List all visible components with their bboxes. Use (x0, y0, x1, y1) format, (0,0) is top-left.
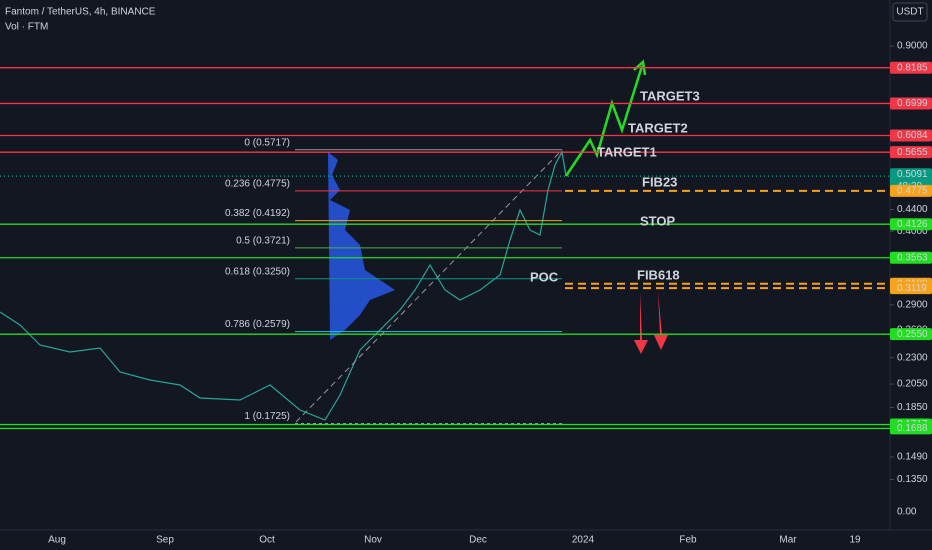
price-tag-label: 0.3563 (897, 252, 928, 263)
price-tag (890, 129, 932, 142)
annotation: FIB23 (642, 174, 677, 189)
time-tick-label: Dec (469, 535, 487, 546)
time-tick-label: Sep (156, 535, 174, 546)
fib-label: 0.618 (0.3250) (225, 266, 290, 277)
price-tag-label: 0.2550 (897, 329, 928, 340)
price-tag (890, 61, 932, 74)
fib-label: 0.5 (0.3721) (236, 235, 290, 246)
price-tag (890, 282, 932, 295)
price-tag-label: 0.1688 (897, 423, 928, 434)
fib-label: 1 (0.1725) (244, 411, 290, 422)
price-tick-label: 0.9000 (897, 41, 928, 52)
price-tag (890, 97, 932, 110)
price-tick-label: 0.1850 (897, 402, 928, 413)
price-tag-label: 0.4126 (897, 219, 928, 230)
time-tick-label: Aug (48, 535, 66, 546)
price-tag-label: 0.5091 (897, 169, 928, 180)
price-tag (890, 146, 932, 159)
annotation: TARGET2 (628, 120, 688, 135)
time-tick-label: Mar (779, 535, 797, 546)
annotation: FIB618 (637, 267, 680, 282)
time-tick-label: Nov (364, 535, 382, 546)
price-tag-label: 0.5655 (897, 147, 928, 158)
symbol-title: Fantom / TetherUS, 4h, BINANCE (5, 7, 156, 18)
price-trace (0, 150, 567, 421)
price-tag (890, 184, 932, 197)
price-tick-label: 0.1350 (897, 474, 928, 485)
fib-label: 0.236 (0.4775) (225, 178, 290, 189)
volume-label: Vol · FTM (5, 22, 48, 33)
time-tick-label: Feb (679, 535, 697, 546)
price-tag (890, 328, 932, 341)
price-tag (890, 218, 932, 231)
annotation: STOP (640, 213, 675, 228)
price-tag-label: 0.6084 (897, 130, 928, 141)
annotation: POC (530, 269, 559, 284)
price-tick-label: 0.2300 (897, 352, 928, 363)
price-tag-label: 0.3119 (897, 283, 927, 294)
fib-label: 0.382 (0.4192) (225, 208, 290, 219)
price-tag (890, 422, 932, 435)
price-tag-label: 0.6999 (897, 98, 928, 109)
currency-button[interactable] (892, 2, 928, 22)
fib-label: 0.786 (0.2579) (225, 319, 290, 330)
volume-tick-label: 0.00 (897, 507, 917, 518)
annotation: TARGET1 (597, 144, 657, 159)
currency-label: USDT (896, 7, 923, 18)
price-tick-label: 0.4000 (897, 226, 928, 237)
trend-line (295, 149, 563, 423)
volume-profile (328, 152, 395, 340)
time-tick-label: Oct (259, 535, 275, 546)
price-tick-label: 0.2900 (897, 299, 928, 310)
time-tick-label: 19 (849, 535, 861, 546)
annotation: TARGET3 (640, 88, 700, 103)
price-tick-label: 0.2050 (897, 379, 928, 390)
down-arrows (634, 292, 668, 354)
projection-path (564, 65, 644, 177)
price-tick-label: 0.4400 (897, 204, 928, 215)
price-tag (890, 251, 932, 264)
fib-label: 0 (0.5717) (244, 137, 290, 148)
price-tick-label: 0.1490 (897, 452, 928, 463)
price-tag-label: 0.4775 (897, 185, 928, 196)
time-tick-label: 2024 (572, 535, 595, 546)
price-tag-label: 0.8185 (897, 62, 928, 73)
